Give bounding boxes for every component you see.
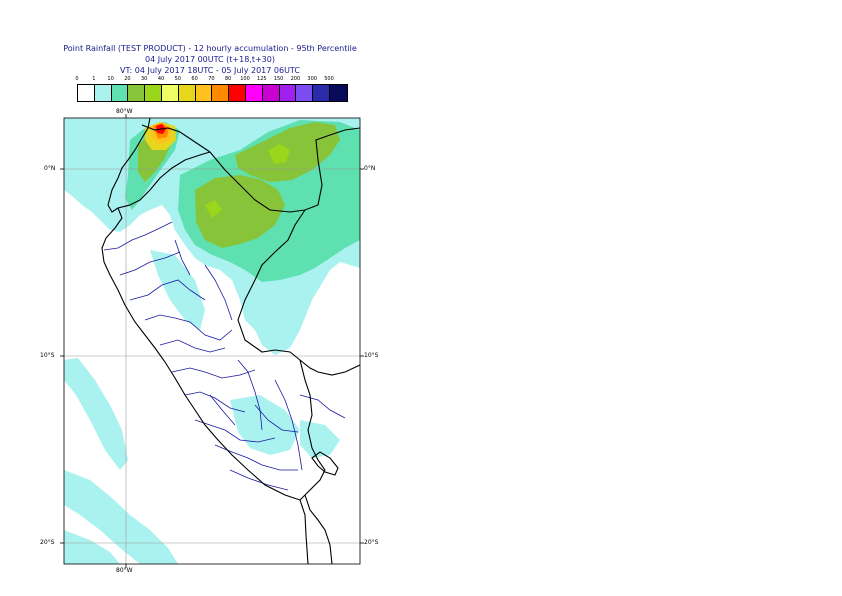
map-title: Point Rainfall (TEST PRODUCT) - 12 hourl… bbox=[63, 44, 357, 53]
graticule bbox=[64, 118, 360, 564]
border-peru-bolivia bbox=[299, 359, 326, 501]
very-heavy-rain-patch-2 bbox=[205, 200, 222, 218]
light-rain-andes bbox=[150, 250, 205, 330]
map-frame bbox=[63, 117, 361, 565]
top-lon-label: 80°W bbox=[116, 108, 133, 115]
very-heavy-rain-patch bbox=[268, 144, 290, 164]
border-colombia-brazil bbox=[315, 127, 360, 186]
light-rain-south-2 bbox=[300, 420, 340, 458]
map-subtitle-run: 04 July 2017 00UTC (t+18,t+30) bbox=[145, 55, 275, 64]
legend-color-box bbox=[161, 85, 179, 101]
legend-color-box bbox=[329, 85, 347, 101]
legend-color-box bbox=[279, 85, 297, 101]
legend-threshold-label: 125 bbox=[257, 76, 267, 82]
color-legend bbox=[77, 84, 348, 102]
admin-boundaries bbox=[103, 221, 346, 491]
coastline bbox=[101, 118, 309, 564]
legend-color-box bbox=[296, 85, 314, 101]
legend-color-box bbox=[178, 85, 196, 101]
legend-threshold-label: 1 bbox=[92, 76, 96, 82]
legend-color-box bbox=[145, 85, 162, 101]
legend-color-box bbox=[229, 85, 246, 101]
legend-threshold-label: 30 bbox=[141, 76, 148, 82]
bottom-lon-label: 80°W bbox=[116, 567, 133, 574]
legend-color-box bbox=[78, 85, 95, 101]
left-lat-label-10s: 10°S bbox=[40, 352, 55, 359]
legend-threshold-label: 150 bbox=[273, 76, 284, 82]
border-peru-brazil bbox=[237, 209, 360, 376]
light-rain-ocean-streak-2 bbox=[64, 470, 178, 564]
legend-threshold-label: 200 bbox=[290, 76, 301, 82]
legend-threshold-label: 70 bbox=[208, 76, 215, 82]
legend-threshold-label: 60 bbox=[191, 76, 198, 82]
legend-color-box bbox=[94, 85, 112, 101]
legend-color-box bbox=[212, 85, 230, 101]
legend-threshold-label: 10 bbox=[107, 76, 114, 82]
border-colombia-ecuador bbox=[141, 124, 211, 153]
legend-color-box bbox=[195, 85, 213, 101]
national-borders bbox=[101, 118, 360, 564]
legend-threshold-label: 300 bbox=[307, 76, 317, 82]
light-rain-ocean-streak-3 bbox=[64, 530, 120, 564]
axis-ticks bbox=[60, 114, 364, 568]
map-subtitle-validity: VT: 04 July 2017 18UTC - 05 July 2017 06… bbox=[120, 66, 300, 75]
legend-threshold-label: 0 bbox=[75, 76, 79, 82]
legend-color-box bbox=[111, 85, 129, 101]
legend-threshold-labels: 0 1 10 20 30 40 50 60 70 80 100 125 150 200 300 500 bbox=[71, 76, 351, 84]
left-lat-label-0: 0°N bbox=[44, 165, 56, 172]
legend-threshold-label: 20 bbox=[124, 76, 131, 82]
border-ecuador-peru bbox=[117, 151, 211, 209]
legend-color-box bbox=[128, 85, 146, 101]
right-lat-label-0: 0°N bbox=[364, 165, 376, 172]
lake-titicaca bbox=[311, 451, 339, 476]
left-lat-label-20s: 20°S bbox=[40, 539, 55, 546]
legend-color-box bbox=[262, 85, 280, 101]
legend-threshold-label: 100 bbox=[240, 76, 250, 82]
legend-threshold-label: 50 bbox=[174, 76, 181, 82]
legend-threshold-label: 40 bbox=[157, 76, 165, 82]
legend-color-box bbox=[313, 85, 330, 101]
border-bolivia-chile bbox=[304, 494, 333, 564]
right-lat-label-10s: 10°S bbox=[364, 352, 379, 359]
light-rain-south-1 bbox=[230, 395, 300, 455]
legend-threshold-label: 80 bbox=[225, 76, 232, 82]
heavy-rain-amazon-west bbox=[195, 175, 285, 248]
border-peru-colombia bbox=[209, 151, 323, 213]
legend-threshold-label: 500 bbox=[324, 76, 334, 82]
rainfall-fields bbox=[64, 118, 360, 564]
right-lat-label-20s: 20°S bbox=[364, 539, 379, 546]
light-rain-ocean-streak-1 bbox=[64, 358, 128, 470]
legend-color-box bbox=[245, 85, 263, 101]
